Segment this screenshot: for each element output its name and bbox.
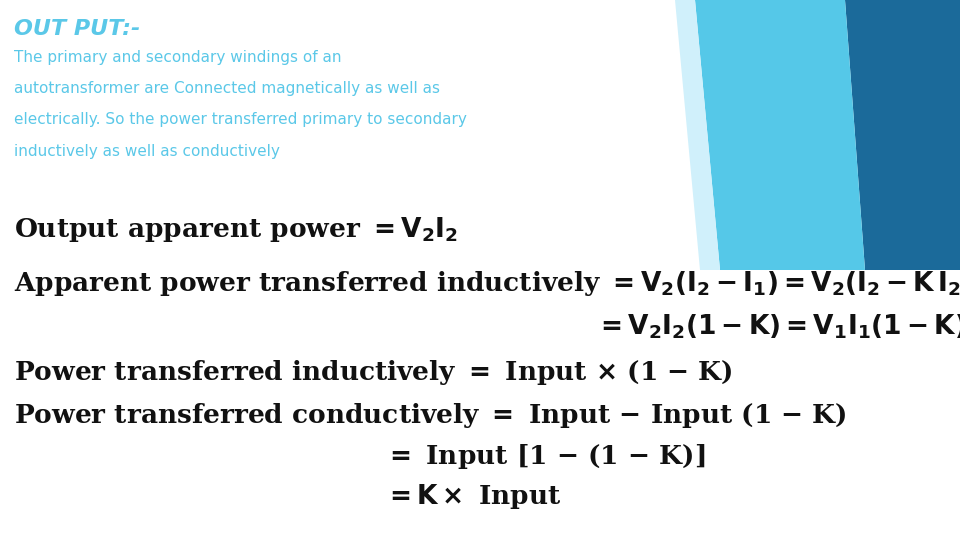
Text: inductively as well as conductively: inductively as well as conductively — [14, 144, 280, 159]
Polygon shape — [695, 0, 865, 270]
Text: Power transferred inductively $\mathbf{=}$ Input $\mathbf{\times}$ (1 $\mathbf{-: Power transferred inductively $\mathbf{=… — [14, 358, 733, 387]
Polygon shape — [675, 0, 720, 270]
Text: $\mathbf{= V_2I_2(1 - K) = V_1I_1(1 - K)}$: $\mathbf{= V_2I_2(1 - K) = V_1I_1(1 - K)… — [595, 313, 960, 341]
Text: OUT PUT:-: OUT PUT:- — [14, 19, 141, 39]
Text: The primary and secondary windings of an: The primary and secondary windings of an — [14, 50, 342, 65]
Text: electrically. So the power transferred primary to secondary: electrically. So the power transferred p… — [14, 112, 468, 127]
Text: $\mathbf{=}$ Input [1 $\mathbf{-}$ (1 $\mathbf{-}$ K)]: $\mathbf{=}$ Input [1 $\mathbf{-}$ (1 $\… — [384, 442, 706, 471]
Polygon shape — [845, 0, 960, 270]
Text: Apparent power transferred inductively $\mathbf{= V_2(I_2 - I_1) = V_2(I_2 - K\,: Apparent power transferred inductively $… — [14, 269, 960, 298]
Text: Power transferred conductively $\mathbf{=}$ Input $\mathbf{-}$ Input (1 $\mathbf: Power transferred conductively $\mathbf{… — [14, 401, 847, 430]
Text: $\mathbf{= K \times}$ Input: $\mathbf{= K \times}$ Input — [384, 482, 562, 511]
Text: autotransformer are Connected magnetically as well as: autotransformer are Connected magnetical… — [14, 81, 441, 96]
Text: Output apparent power $\mathbf{= V_2I_2}$: Output apparent power $\mathbf{= V_2I_2}… — [14, 215, 459, 244]
